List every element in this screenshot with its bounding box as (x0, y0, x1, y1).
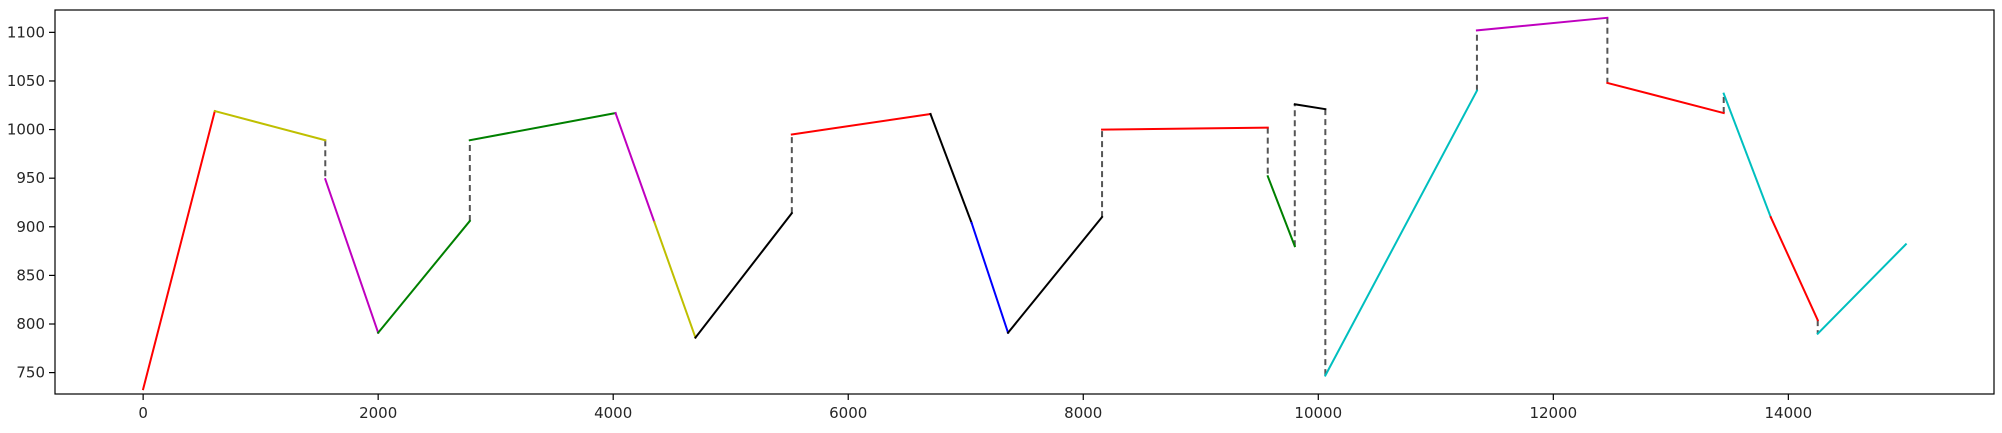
y-tick-label-1100: 1100 (7, 23, 45, 41)
series-segment-13-red (1101, 126, 1269, 131)
series-segment-8-black (694, 211, 794, 340)
series-segment-10-black (929, 112, 973, 225)
y-tick-label-750: 750 (16, 364, 45, 382)
x-tick-label-10000: 10000 (1294, 404, 1342, 422)
series-segment-11-blue (970, 221, 1010, 335)
y-tick-label-900: 900 (16, 218, 45, 236)
series-segment-20-red (1769, 215, 1820, 322)
series-segment-16-cyan (1323, 89, 1479, 377)
x-tick-label-0: 0 (138, 404, 148, 422)
series-segment-17-magenta (1475, 16, 1609, 32)
x-tick-label-8000: 8000 (1064, 404, 1102, 422)
series-segment-19-cyan (1722, 92, 1773, 219)
x-tick-label-14000: 14000 (1764, 404, 1812, 422)
series-segment-4-green (376, 219, 472, 335)
series-segment-12-black (1006, 215, 1104, 335)
x-tick-label-6000: 6000 (829, 404, 867, 422)
x-tick-label-4000: 4000 (594, 404, 632, 422)
y-tick-label-850: 850 (16, 266, 45, 284)
y-tick-label-950: 950 (16, 169, 45, 187)
y-axis: 750 800 850 900 950 1000 1050 1100 (7, 23, 55, 382)
series-segment-21-cyan (1816, 242, 1908, 336)
series-segment-1-red (141, 109, 217, 391)
series-segment-7-yellow (653, 220, 697, 339)
series-segment-3-magenta (324, 177, 380, 335)
y-tick-label-1000: 1000 (7, 121, 45, 139)
series-segment-9-red (790, 112, 932, 136)
plot-area (54, 9, 1995, 395)
series-segment-14-green (1266, 174, 1297, 248)
y-tick-label-1050: 1050 (7, 72, 45, 90)
series-segment-6-magenta (614, 111, 656, 224)
y-tick-label-800: 800 (16, 315, 45, 333)
series-segment-15-black (1293, 103, 1327, 111)
x-tick-label-2000: 2000 (359, 404, 397, 422)
series-segment-18-red (1606, 81, 1725, 115)
series-segment-2-yellow (213, 109, 327, 142)
x-tick-label-12000: 12000 (1529, 404, 1577, 422)
axes-frame (54, 9, 1995, 395)
x-axis: 0 2000 4000 6000 8000 10000 12000 14000 (138, 394, 1812, 422)
series-segment-5-green (468, 111, 617, 142)
